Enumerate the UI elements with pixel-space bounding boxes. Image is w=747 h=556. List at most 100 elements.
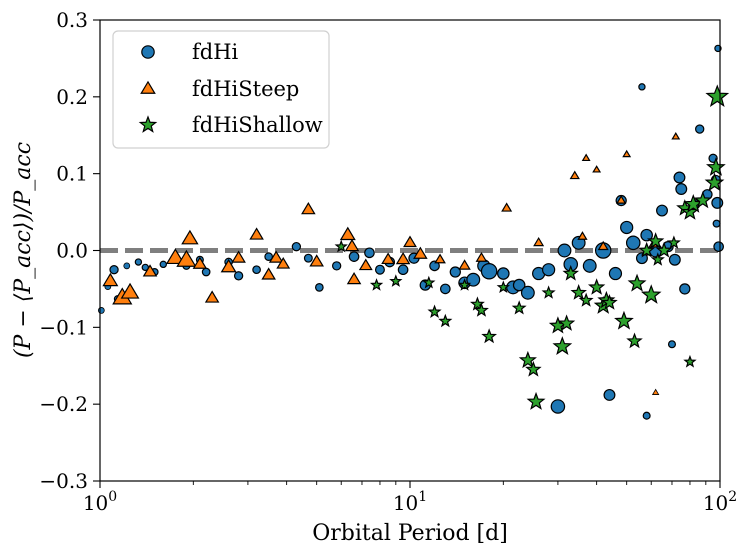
fdHiShallow-point [640, 284, 662, 304]
x-tick-label: 102 [703, 489, 737, 515]
fdHi-point [711, 196, 724, 209]
fdHi-point [638, 83, 646, 91]
fdHiSteep-point [381, 252, 396, 265]
fdHi-point [348, 251, 360, 262]
fdHiSteep-point [592, 165, 602, 173]
fdHiShallow-point [587, 278, 606, 295]
fdHiSteep-point [475, 251, 488, 262]
fdHiShallow-point [614, 310, 634, 330]
fdHiSteep-point [346, 271, 362, 285]
fdHiSteep-point [261, 267, 276, 280]
fdHi-point [550, 399, 566, 414]
fdHi-point [541, 263, 556, 277]
fdHiSteep-point [616, 195, 627, 204]
fdHi-point [608, 266, 623, 281]
fdHiSteep-point [403, 235, 417, 248]
fdHiShallow-point [496, 280, 510, 294]
fdHiSteep-point [581, 153, 591, 162]
y-tick-label: 0.3 [56, 8, 88, 32]
fdHi-point [673, 171, 686, 184]
fdHiShallow-point [473, 302, 489, 317]
legend-item-fdHi: fdHi [141, 40, 239, 64]
fdHi-point [679, 283, 691, 295]
fdHi-point [97, 307, 105, 314]
series-fdHi [97, 44, 724, 420]
fdHiShallow-point [706, 157, 726, 176]
fdHi-point [134, 258, 143, 266]
series-fdHiShallow [334, 84, 730, 410]
fdHi-point [201, 267, 211, 277]
data-points [97, 44, 730, 420]
fdHiShallow-point [655, 241, 673, 258]
fdHiSteep-point [120, 282, 140, 299]
fdHiSteep-point [395, 251, 411, 265]
x-axis-label: Orbital Period [d] [312, 521, 508, 546]
fdHiShallow-point [666, 235, 681, 249]
fdHiShallow-point [601, 294, 618, 310]
legend-label: fdHiShallow [192, 113, 323, 137]
fdHiSteep-point [220, 258, 237, 273]
fdHi-point [264, 252, 274, 261]
fdHiSteep-point [597, 240, 609, 251]
y-tick-label: 0.2 [56, 85, 88, 109]
plot-area [97, 19, 730, 482]
y-tick-label: 0.1 [56, 162, 88, 186]
x-axis: 100 101 102 [83, 481, 737, 515]
fdHiShallow-point [438, 313, 453, 328]
fdHi-point [480, 262, 498, 280]
fdHiShallow-point [525, 360, 542, 377]
fdHi-point [109, 265, 119, 275]
x-tick-label: 100 [83, 489, 117, 515]
fdHiShallow-point [578, 292, 594, 307]
y-tick-label: −0.2 [39, 392, 88, 416]
fdHiShallow-point [626, 332, 643, 349]
fdHiShallow-point [541, 285, 556, 299]
fdHi-point [512, 278, 526, 292]
fdHiSteep-point [102, 272, 119, 287]
fdHiShallow-point [369, 278, 384, 291]
fdHi-point [713, 241, 724, 252]
fdHi-point [374, 264, 385, 275]
fdHiShallow-point [570, 284, 587, 300]
fdHiSteep-point [165, 248, 185, 265]
fdHi-point [656, 204, 668, 217]
fdHi-point [667, 340, 677, 349]
fdHiShallow-point [705, 84, 730, 107]
fdHi-point [675, 183, 688, 196]
fdHiShallow-point [562, 264, 580, 281]
fdHiSteep-point [249, 227, 264, 240]
fdHiShallow-point [683, 354, 697, 368]
fdHiShallow-point [389, 274, 403, 287]
fdHiSteep-point [204, 290, 220, 303]
fdHiSteep-point [651, 388, 660, 395]
fdHi-point [429, 260, 440, 272]
fdHiSteep-point [309, 254, 324, 267]
fdHiShallow-point [526, 391, 546, 410]
fdHi-point [625, 235, 641, 251]
y-tick-label: 0.0 [56, 239, 88, 263]
fdHi-point [642, 411, 651, 420]
fdHi-point [252, 265, 261, 275]
fdHiShallow-point [638, 241, 655, 258]
legend-frame [112, 30, 330, 149]
fdHiSteep-point [181, 229, 199, 245]
fdHi-point [668, 253, 681, 266]
fdHiShallow-point [427, 304, 442, 318]
fdHiShallow-point [422, 275, 436, 289]
fdHiSteep-point [671, 132, 681, 140]
fdHiSteep-point [569, 170, 580, 180]
fdHiShallow-point [704, 172, 725, 192]
fdHiShallow-point [693, 191, 712, 209]
legend-label: fdHiSteep [192, 77, 299, 101]
y-tick-label: −0.1 [39, 315, 88, 339]
fdHiSteep-point [276, 256, 291, 269]
fdHiSteep-point [231, 250, 246, 263]
fdHi-point [159, 260, 167, 269]
fdHiSteep-point [358, 258, 373, 271]
fdHi-point [291, 241, 302, 252]
legend: fdHi fdHiSteep fdHiShallow [112, 30, 330, 149]
fdHi-point [557, 243, 572, 258]
fdHiSteep-point [413, 246, 428, 259]
fdHi-point [497, 267, 510, 280]
